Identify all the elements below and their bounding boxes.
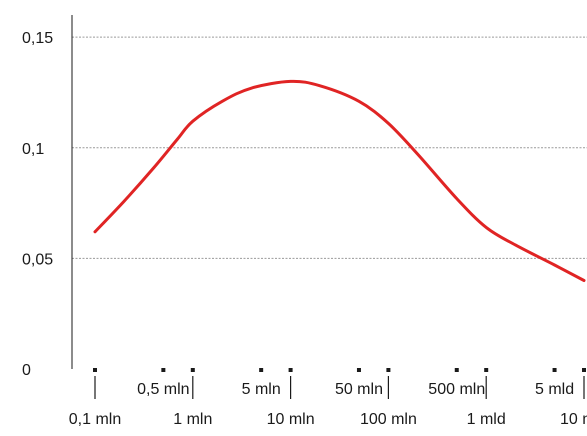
x-tick-label-lower: 10 mld <box>560 411 587 428</box>
x-tick-label-lower: 0,1 mln <box>69 411 121 428</box>
series-line <box>93 79 586 282</box>
x-tick-label-upper: 50 mln <box>335 381 383 398</box>
x-tick-label-upper: 500 mln <box>428 381 485 398</box>
y-tick-label: 0,05 <box>22 251 53 268</box>
x-tick-mark <box>288 368 293 372</box>
x-tick-mark <box>454 368 459 372</box>
x-tick-mark <box>484 368 489 372</box>
x-tick-mark <box>259 368 264 372</box>
x-tick-label-upper: 0,5 mln <box>137 381 189 398</box>
x-tick-label-lower: 1 mln <box>173 411 212 428</box>
y-tick-label: 0,15 <box>22 30 53 47</box>
x-tick-label-lower: 1 mld <box>467 411 506 428</box>
y-tick-label: 0 <box>22 362 31 379</box>
x-tick-mark <box>356 368 361 372</box>
x-tick-label-upper: 5 mld <box>535 381 574 398</box>
y-tick-label: 0,1 <box>22 141 44 158</box>
x-tick-mark <box>582 368 586 372</box>
x-tick-mark <box>190 368 195 372</box>
x-tick-mark <box>161 368 166 372</box>
x-tick-label-lower: 10 mln <box>267 411 315 428</box>
x-tick-mark <box>93 368 97 372</box>
x-tick-label-lower: 100 mln <box>360 411 417 428</box>
x-tick-mark <box>386 368 391 372</box>
x-tick-mark <box>552 368 557 372</box>
x-tick-label-upper: 5 mln <box>242 381 281 398</box>
